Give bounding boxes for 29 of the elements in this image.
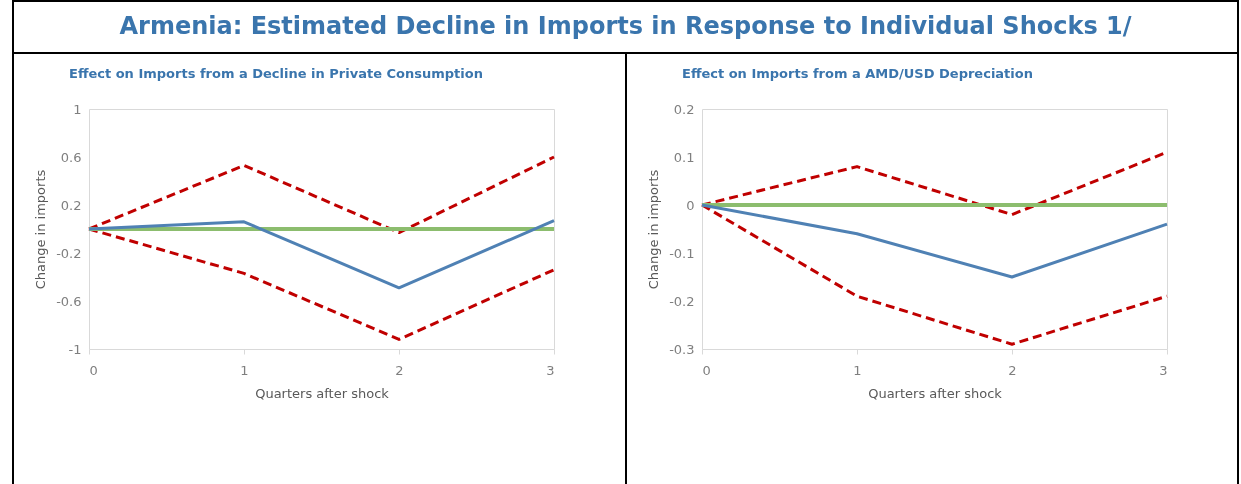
y-tick-label: -0.1 [669, 245, 695, 261]
line-series [700, 203, 1169, 279]
text: Armenia: Estimated Decline in Imports in Response to Individual Shocks 1/ [14, 2, 1237, 54]
x-axis-title: Quarters after shock [868, 385, 1003, 401]
x-tick-label: 1 [240, 362, 249, 378]
y-tick-label: -0.3 [669, 341, 695, 357]
y-tick-label: -0.2 [56, 245, 82, 261]
y-tick-label: 1 [73, 101, 82, 117]
x-tick-label: 2 [1008, 362, 1018, 378]
chart-subtitle: Effect on Imports from a AMD/USD Depreciation [682, 66, 1034, 81]
y-tick-label: 0.6 [60, 149, 82, 165]
y-tick-label: 0.2 [60, 197, 82, 213]
y-tick-label: -1 [68, 341, 82, 357]
x-tick-label: 3 [546, 362, 555, 378]
y-tick-label: 0 [686, 197, 695, 213]
y-tick-label: -0.6 [56, 293, 82, 309]
y-axis-title: Change in imports [646, 169, 662, 290]
x-tick-label: 1 [853, 362, 863, 378]
chart-subtitle: Effect on Imports from a Decline in Private Consumption [69, 66, 483, 81]
y-tick-label: 0.2 [674, 101, 695, 117]
y-axis-title: Change in imports [33, 169, 49, 290]
x-tick-label: 0 [89, 362, 98, 378]
x-tick-label: 3 [1159, 362, 1168, 378]
x-tick-label: 0 [702, 362, 712, 378]
x-tick-label: 2 [395, 362, 404, 378]
y-tick-label: 0.1 [674, 149, 695, 165]
y-tick-label: -0.2 [669, 293, 695, 309]
line-series [87, 219, 556, 290]
x-axis-title: Quarters after shock [255, 385, 390, 401]
